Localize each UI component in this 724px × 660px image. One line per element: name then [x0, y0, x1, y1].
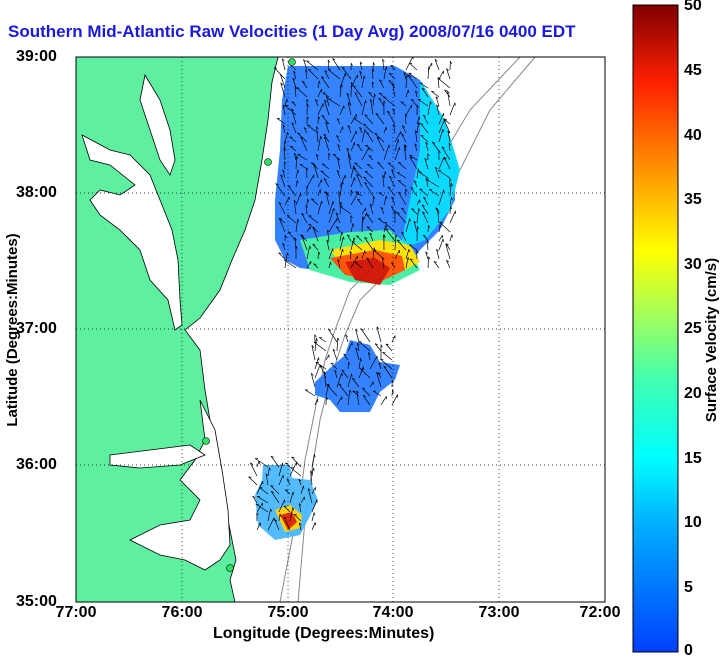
velocity-arrow-head: [355, 163, 358, 164]
colorbar-tick: 15: [684, 450, 702, 468]
velocity-arrow: [307, 168, 308, 178]
radar-site-marker: [203, 438, 210, 445]
y-tick-label: 37:00: [16, 320, 57, 338]
x-tick-label: 75:00: [268, 604, 309, 622]
radar-site-marker: [227, 565, 234, 572]
velocity-arrow-head: [260, 488, 263, 489]
colorbar-tick: 20: [684, 385, 702, 403]
velocity-arrow-head: [353, 391, 356, 392]
y-tick-label: 36:00: [16, 456, 57, 474]
x-tick-label: 76:00: [162, 604, 203, 622]
radar-site-marker: [289, 59, 296, 66]
colorbar: [633, 5, 678, 652]
colorbar-tick: 50: [684, 0, 702, 15]
velocity-arrow: [450, 206, 451, 214]
velocity-arrow-head: [290, 137, 293, 138]
colorbar-tick: 10: [684, 514, 702, 532]
velocity-arrow-head: [379, 93, 382, 94]
velocity-arrow-head: [378, 219, 381, 220]
velocity-arrow-head: [306, 61, 309, 62]
colorbar-tick: 40: [684, 127, 702, 145]
velocity-arrow-head: [401, 102, 404, 103]
velocity-arrow-head: [328, 70, 331, 71]
y-tick-label: 39:00: [16, 48, 57, 66]
x-tick-label: 74:00: [373, 604, 414, 622]
velocity-arrow-head: [389, 145, 390, 148]
velocity-arrow-head: [333, 201, 334, 204]
velocity-arrow: [348, 362, 349, 369]
colorbar-tick: 5: [684, 579, 693, 597]
y-axis-label: Latitude (Degrees:Minutes): [4, 233, 21, 426]
colorbar-tick: 45: [684, 62, 702, 80]
colorbar-tick: 25: [684, 320, 702, 338]
velocity-arrow-head: [291, 468, 294, 469]
velocity-arrow-head: [399, 147, 400, 150]
velocity-arrow-head: [367, 164, 370, 165]
velocity-arrow-head: [443, 239, 444, 242]
colorbar-label: Surface Velocity (cm/s): [703, 258, 720, 422]
y-tick-label: 35:00: [16, 593, 57, 611]
velocity-arrow: [362, 217, 363, 232]
x-tick-label: 72:00: [580, 604, 621, 622]
colorbar-tick: 35: [684, 191, 702, 209]
velocity-arrow-head: [342, 373, 343, 376]
velocity-arrow-head: [333, 249, 334, 252]
velocity-arrow-head: [333, 154, 336, 155]
colorbar-tick: 0: [684, 642, 693, 660]
velocity-arrow-head: [345, 73, 346, 76]
y-tick-label: 38:00: [16, 184, 57, 202]
velocity-arrow-head: [309, 216, 312, 217]
velocity-arrow-head: [386, 127, 387, 130]
velocity-arrow: [392, 390, 393, 396]
x-tick-label: 73:00: [479, 604, 520, 622]
colorbar-tick: 30: [684, 256, 702, 274]
velocity-arrow-head: [383, 97, 386, 98]
radar-site-marker: [265, 159, 272, 166]
velocity-arrow-head: [365, 251, 366, 254]
velocity-arrow-head: [320, 189, 321, 192]
x-axis-label: Longitude (Degrees:Minutes): [213, 625, 434, 643]
x-tick-label: 77:00: [56, 604, 97, 622]
